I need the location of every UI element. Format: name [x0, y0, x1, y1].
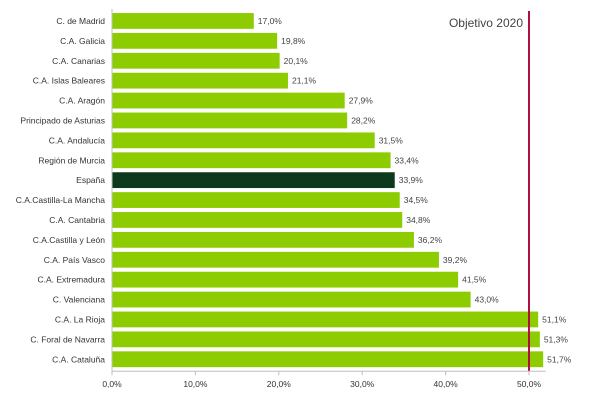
- value-label-13: 41,5%: [462, 275, 487, 285]
- category-label-9: C.A.Castilla-La Mancha: [16, 195, 106, 205]
- category-label-6: C.A. Andalucía: [49, 135, 106, 145]
- category-label-8: España: [76, 175, 105, 185]
- x-tick-label-5: 50,0%: [517, 379, 542, 389]
- category-label-14: C. Valenciana: [53, 295, 106, 305]
- value-label-11: 36,2%: [418, 235, 443, 245]
- target-label: Objetivo 2020: [449, 16, 523, 30]
- bar-16: [112, 331, 540, 348]
- category-label-11: C.A.Castilla y León: [33, 235, 106, 245]
- value-label-16: 51,3%: [544, 334, 569, 344]
- category-label-16: C. Foral de Navarra: [30, 334, 105, 344]
- value-label-3: 21,1%: [292, 76, 317, 86]
- value-label-4: 27,9%: [349, 96, 374, 106]
- bar-2: [112, 52, 280, 69]
- bar-0: [112, 13, 254, 29]
- bars-layer: [112, 13, 544, 368]
- category-label-12: C.A. País Vasco: [44, 255, 106, 265]
- bar-5: [112, 112, 348, 129]
- value-label-7: 33,4%: [395, 155, 420, 165]
- bar-6: [112, 132, 375, 149]
- bar-10: [112, 212, 403, 228]
- value-label-14: 43,0%: [475, 295, 500, 305]
- value-label-10: 34,8%: [406, 215, 431, 225]
- value-label-5: 28,2%: [351, 115, 376, 125]
- labels-layer: C. de Madrid 17,0% C.A. Galicia 19,8% C.A. C…: [16, 16, 572, 389]
- axis-layer: [111, 9, 546, 376]
- value-label-6: 31,5%: [379, 135, 404, 145]
- x-tick-label-4: 40,0%: [434, 379, 459, 389]
- value-label-9: 34,5%: [404, 195, 429, 205]
- category-label-10: C.A. Cantabria: [49, 215, 105, 225]
- value-label-8: 33,9%: [399, 175, 424, 185]
- category-label-7: Región de Murcia: [38, 155, 105, 165]
- category-label-3: C.A. Islas Baleares: [33, 76, 105, 86]
- category-label-1: C.A. Galicia: [60, 36, 105, 46]
- bar-15: [112, 311, 539, 328]
- bar-14: [112, 291, 471, 308]
- bar-12: [112, 251, 439, 268]
- category-label-17: C.A. Cataluña: [52, 354, 105, 364]
- bar-9: [112, 192, 400, 208]
- value-label-12: 39,2%: [443, 255, 468, 265]
- category-label-4: C.A. Aragón: [59, 96, 105, 106]
- x-tick-label-2: 20,0%: [267, 379, 292, 389]
- category-label-15: C.A. La Rioja: [55, 314, 105, 324]
- bar-4: [112, 92, 345, 109]
- x-tick-label-1: 10,0%: [183, 379, 208, 389]
- category-label-2: C.A. Canarias: [52, 56, 105, 66]
- bar-13: [112, 271, 459, 288]
- x-tick-label-0: 0,0%: [102, 379, 122, 389]
- bar-1: [112, 32, 278, 49]
- value-label-17: 51,7%: [547, 354, 572, 364]
- category-label-0: C. de Madrid: [56, 16, 105, 26]
- category-label-13: C.A. Extremadura: [37, 275, 105, 285]
- bar-17: [112, 351, 544, 368]
- category-label-5: Principado de Asturias: [20, 115, 105, 125]
- bar-8: [112, 172, 395, 189]
- value-label-0: 17,0%: [258, 16, 283, 26]
- bar-3: [112, 72, 288, 89]
- bar-7: [112, 152, 391, 169]
- value-label-1: 19,8%: [281, 36, 306, 46]
- x-tick-label-3: 30,0%: [350, 379, 375, 389]
- value-label-2: 20,1%: [284, 56, 309, 66]
- bar-11: [112, 231, 414, 248]
- value-label-15: 51,1%: [542, 314, 567, 324]
